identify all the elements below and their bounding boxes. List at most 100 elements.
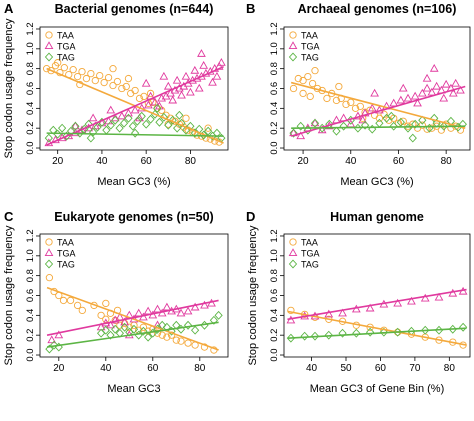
data-point [120, 322, 129, 332]
legend-symbol-tga [44, 248, 54, 257]
data-point [172, 75, 182, 84]
data-point [199, 60, 209, 69]
plot-area [286, 286, 468, 349]
data-point [365, 303, 375, 312]
data-point [119, 118, 129, 128]
trend-line-tga [46, 299, 219, 336]
y-tick-label: 0.6 [269, 289, 280, 302]
legend-symbol-taa [289, 238, 297, 246]
x-tick-label: 60 [141, 156, 153, 167]
data-point [146, 89, 155, 98]
legend-label-tga: TGA [57, 249, 76, 259]
data-point [306, 92, 314, 101]
data-point [60, 64, 68, 72]
x-tick-label: 60 [393, 156, 405, 167]
data-point [109, 81, 117, 90]
data-point [140, 92, 148, 101]
data-point [408, 133, 417, 143]
data-point [71, 121, 80, 130]
legend-label-tag: TAG [301, 53, 319, 63]
data-point [194, 83, 204, 92]
data-point [86, 133, 95, 143]
data-point [97, 311, 105, 319]
data-point [365, 327, 375, 337]
data-point [130, 105, 140, 114]
data-point [367, 103, 377, 112]
data-point [456, 85, 465, 94]
data-point [110, 113, 120, 122]
panel-d: D Human genome 40 50 60 70 80 0.0 0.2 0.4 0.6 0.8 1… [246, 209, 471, 395]
data-point [332, 96, 341, 105]
data-point [88, 113, 98, 122]
legend-label-taa: TAA [57, 238, 74, 248]
data-point [102, 299, 110, 308]
y-tick-label: 1.2 [269, 22, 280, 35]
data-point [158, 331, 166, 339]
legend-symbol-taa [289, 31, 297, 39]
panel-letter-c: C [4, 209, 14, 224]
data-point [200, 343, 209, 351]
x-tick-label: 40 [306, 363, 318, 374]
panel-letter-b: B [246, 1, 255, 16]
trend-line-tag [287, 327, 467, 339]
data-point [69, 66, 77, 74]
data-point [100, 78, 108, 87]
data-point [144, 100, 153, 109]
data-point [54, 59, 62, 67]
x-axis-label: Mean GC3 [107, 383, 160, 395]
legend-symbol-tag [288, 259, 298, 269]
y-tick-label: 0.4 [269, 309, 280, 322]
data-point [93, 122, 102, 132]
data-point [131, 86, 139, 95]
x-tick-label: 50 [340, 363, 352, 374]
legend-label-tag: TAG [301, 260, 319, 270]
y-tick-label: 1.0 [25, 249, 36, 262]
data-point [422, 73, 432, 82]
data-point [324, 330, 333, 340]
data-point [141, 78, 151, 87]
data-point [130, 128, 140, 138]
data-point [311, 66, 319, 75]
data-point [352, 328, 361, 338]
legend-label-taa: TAA [301, 31, 318, 41]
data-point [186, 87, 195, 96]
data-point [124, 74, 133, 83]
data-point [143, 306, 153, 315]
series-taa [45, 273, 218, 354]
trend-line-taa [290, 81, 466, 129]
data-point [164, 120, 173, 130]
data-point [429, 63, 439, 72]
data-point [347, 98, 355, 107]
data-point [78, 67, 86, 76]
data-point [159, 112, 168, 122]
data-point [353, 111, 363, 120]
legend-label-taa: TAA [57, 31, 74, 41]
data-point [432, 81, 441, 90]
data-point [129, 324, 139, 334]
data-point [356, 102, 364, 111]
legend-symbol-tga [44, 41, 54, 50]
y-tick-label: 0.2 [25, 329, 36, 342]
data-point [54, 330, 64, 339]
y-tick-label: 0.2 [269, 122, 280, 135]
data-point [173, 123, 182, 133]
data-point [162, 302, 172, 311]
data-point [299, 76, 307, 85]
data-point [58, 123, 67, 133]
legend-symbol-tag [288, 52, 298, 62]
data-point [111, 324, 120, 334]
x-tick-label: 70 [409, 363, 421, 374]
legend-label-taa: TAA [301, 238, 318, 248]
data-point [310, 331, 320, 341]
data-point [379, 327, 389, 337]
data-point [287, 306, 295, 315]
x-tick-label: 80 [444, 363, 456, 374]
data-point [458, 322, 468, 332]
y-tick-label: 1.0 [269, 42, 280, 55]
chart-title: Eukaryote genomes (n=50) [54, 210, 213, 224]
y-tick-label: 0.4 [25, 102, 36, 115]
data-point [66, 296, 75, 305]
data-point [407, 296, 416, 305]
